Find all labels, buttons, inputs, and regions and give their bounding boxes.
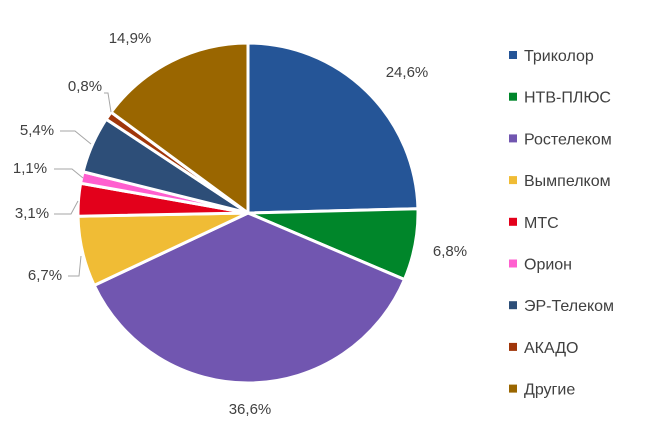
legend-swatch-7	[509, 342, 517, 351]
data-label-2: 36,6%	[229, 401, 272, 418]
data-label-3: 6,7%	[28, 267, 62, 284]
legend-label-0: Триколор	[524, 48, 594, 65]
leader-line-3	[68, 255, 82, 277]
legend-label-5: Орион	[524, 257, 572, 274]
data-label-0: 24,6%	[386, 64, 429, 81]
leader-line-7	[104, 92, 112, 113]
data-label-5: 1,1%	[13, 160, 47, 177]
legend-label-4: МТС	[524, 215, 559, 232]
legend: Триколор НТВ-ПЛЮС Ростелеком Вымпелком МТС Ор…	[509, 48, 614, 399]
legend-swatch-4	[509, 217, 517, 226]
pie-slice-2	[92, 211, 406, 385]
data-labels: 24,6% 6,8% 36,6% 6,7% 3,1% 1,1% 5,4% 0,8% 14,9%	[13, 30, 467, 418]
pie-slices	[76, 41, 420, 385]
legend-swatch-2	[509, 134, 517, 143]
leader-line-6	[60, 130, 92, 145]
data-label-1: 6,8%	[433, 243, 467, 260]
data-label-8: 14,9%	[109, 30, 152, 47]
leader-lines	[54, 92, 112, 277]
leader-line-5	[54, 168, 84, 179]
legend-label-7: АКАДО	[524, 340, 578, 357]
legend-label-2: Ростелеком	[524, 131, 612, 148]
legend-swatch-1	[509, 92, 517, 101]
legend-label-3: Вымпелком	[524, 173, 611, 190]
legend-swatch-8	[509, 384, 517, 393]
legend-swatch-3	[509, 176, 517, 185]
legend-label-1: НТВ-ПЛЮС	[524, 90, 611, 107]
legend-swatch-0	[509, 51, 517, 59]
legend-swatch-6	[509, 301, 517, 310]
leader-line-4	[54, 200, 79, 215]
data-label-6: 5,4%	[20, 122, 54, 139]
legend-swatch-5	[509, 259, 517, 268]
pie-slice-0	[246, 41, 420, 215]
data-label-4: 3,1%	[15, 205, 49, 222]
pie-slice-8	[109, 41, 250, 215]
legend-label-6: ЭР-Телеком	[524, 298, 614, 315]
legend-label-8: Другие	[524, 382, 575, 399]
data-label-7: 0,8%	[68, 78, 102, 95]
